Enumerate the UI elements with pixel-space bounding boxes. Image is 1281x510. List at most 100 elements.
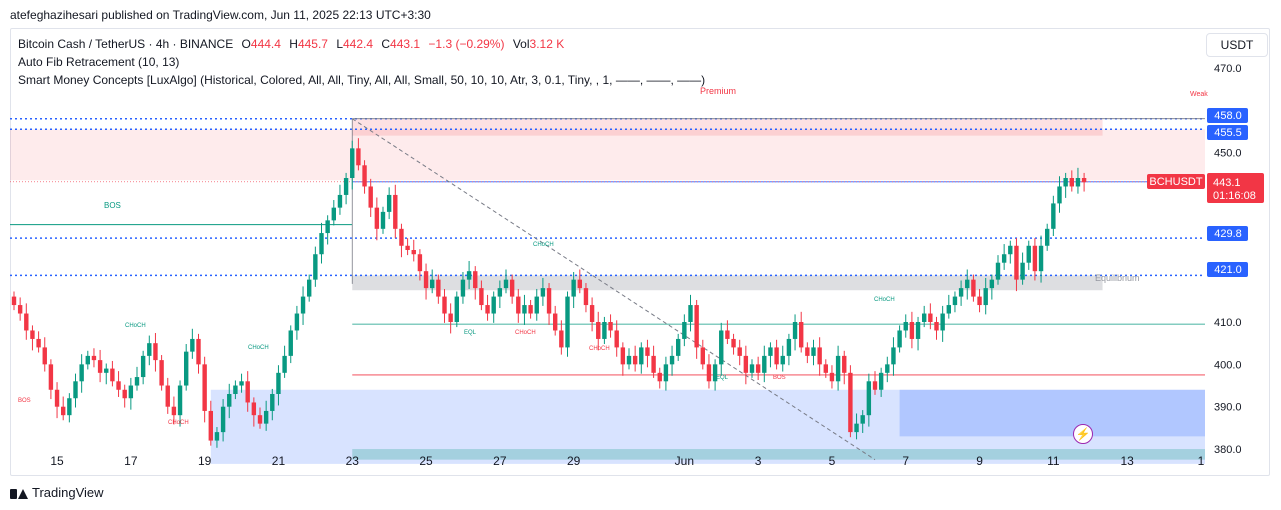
candle-body xyxy=(430,279,435,289)
candle-body xyxy=(565,296,570,348)
candle-body xyxy=(891,347,896,365)
candle-body xyxy=(516,296,521,314)
candle-body xyxy=(928,313,933,322)
fib-trend-line xyxy=(351,118,876,461)
candle-body xyxy=(417,254,423,272)
eql-label-1: EQL xyxy=(464,330,477,336)
candle-body xyxy=(989,279,995,289)
candle-body xyxy=(36,338,41,348)
x-tick-label: 29 xyxy=(567,454,581,468)
candle-body xyxy=(288,330,293,356)
price-badges: 458.0 455.5 BCHUSDT 443.1 01:16:08 429.8… xyxy=(1147,108,1264,277)
candle-body xyxy=(91,355,97,361)
x-tick-label: 17 xyxy=(124,454,138,468)
open-value: 444.4 xyxy=(250,37,281,51)
candle-body xyxy=(694,305,699,348)
candle-body xyxy=(503,279,509,289)
candle-body xyxy=(589,305,595,322)
high-label: H xyxy=(289,37,298,51)
y-tick-label: 410.0 xyxy=(1214,317,1242,329)
x-tick-label: 7 xyxy=(902,454,909,468)
badge-458-text: 458.0 xyxy=(1214,110,1242,122)
candle-body xyxy=(608,322,613,331)
premium-label: Premium xyxy=(700,86,736,96)
publish-header: atefeghazihesari published on TradingVie… xyxy=(10,8,431,22)
candle-body xyxy=(227,394,232,407)
chart-frame[interactable] xyxy=(10,28,1270,476)
candle-body xyxy=(313,254,318,280)
candle-body xyxy=(368,186,373,208)
close-value: 443.1 xyxy=(390,37,421,51)
candle-body xyxy=(934,322,939,331)
discount-zone-recent xyxy=(899,389,1205,437)
candle-body xyxy=(325,220,330,234)
smc-zones xyxy=(10,118,1206,464)
footer-brand: TradingView xyxy=(10,485,104,500)
candle-body xyxy=(282,355,287,373)
chart-legend: Bitcoin Cash / TetherUS · 4h · BINANCE O… xyxy=(18,35,705,89)
candle-body xyxy=(700,347,705,365)
candle-body xyxy=(159,360,164,386)
close-label: C xyxy=(381,37,391,51)
candle-body xyxy=(848,372,853,433)
candle-body xyxy=(922,313,927,322)
candle-body xyxy=(405,245,410,250)
candle-body xyxy=(85,355,90,365)
candle-body xyxy=(24,313,29,331)
x-tick-label: 5 xyxy=(829,454,836,468)
candle-body xyxy=(1057,186,1062,204)
candle-body xyxy=(663,364,669,382)
x-tick-label: 19 xyxy=(198,454,212,468)
candle-body xyxy=(399,228,404,246)
candle-body xyxy=(104,368,109,373)
discount-zone xyxy=(210,389,1206,464)
candle-body xyxy=(190,338,195,352)
symbol-name[interactable]: Bitcoin Cash / TetherUS · 4h · BINANCE xyxy=(18,37,234,51)
indicator-smc[interactable]: Smart Money Concepts [LuxAlgo] (Historic… xyxy=(18,73,706,87)
candle-body xyxy=(522,305,527,314)
bchusdt-tag-text: BCHUSDT xyxy=(1149,176,1202,188)
candle-body xyxy=(553,313,558,331)
x-tick-label: Jun xyxy=(675,454,694,468)
candle-body xyxy=(682,322,687,339)
candle-body xyxy=(1014,245,1019,280)
indicator-fib[interactable]: Auto Fib Retracement (10, 13) xyxy=(18,55,180,69)
candle-body xyxy=(393,194,398,229)
candle-body xyxy=(620,347,626,365)
candle-body xyxy=(128,385,134,399)
bos-label-left: BOS xyxy=(18,398,31,404)
currency-button[interactable]: USDT xyxy=(1206,33,1268,57)
price-chart[interactable]: Premium Weak Equilibrium BOS BOS BOS CHo… xyxy=(0,0,1281,480)
candle-body xyxy=(995,262,1001,280)
candle-body xyxy=(725,330,730,339)
candle-body xyxy=(866,381,872,416)
candle-body xyxy=(171,406,177,416)
candle-body xyxy=(177,385,183,416)
x-tick-label: 15 xyxy=(50,454,64,468)
badge-458 xyxy=(1207,108,1248,123)
candle-body xyxy=(903,322,908,331)
candle-body xyxy=(479,288,484,306)
candle-body xyxy=(485,305,490,314)
candle-body xyxy=(577,279,582,289)
candle-body xyxy=(823,364,828,373)
choch-label-6: CHoCH xyxy=(589,346,610,352)
candle-body xyxy=(1038,245,1044,272)
candle-body xyxy=(817,347,822,365)
candle-body xyxy=(1081,178,1087,183)
candle-body xyxy=(1075,178,1081,187)
candle-body xyxy=(768,347,773,356)
candle-body xyxy=(712,364,718,382)
candle-body xyxy=(436,279,441,297)
candle-body xyxy=(110,368,115,382)
y-tick-label: 450.0 xyxy=(1214,148,1242,160)
candle-body xyxy=(1069,178,1074,187)
x-tick-label: 13 xyxy=(1120,454,1134,468)
candle-body xyxy=(140,355,146,378)
candle-body xyxy=(1032,245,1038,272)
candle-body xyxy=(116,381,121,390)
candle-body xyxy=(946,305,951,314)
lightning-icon[interactable]: ⚡ xyxy=(1073,424,1093,444)
candle-body xyxy=(971,279,976,297)
candle-body xyxy=(909,322,915,339)
